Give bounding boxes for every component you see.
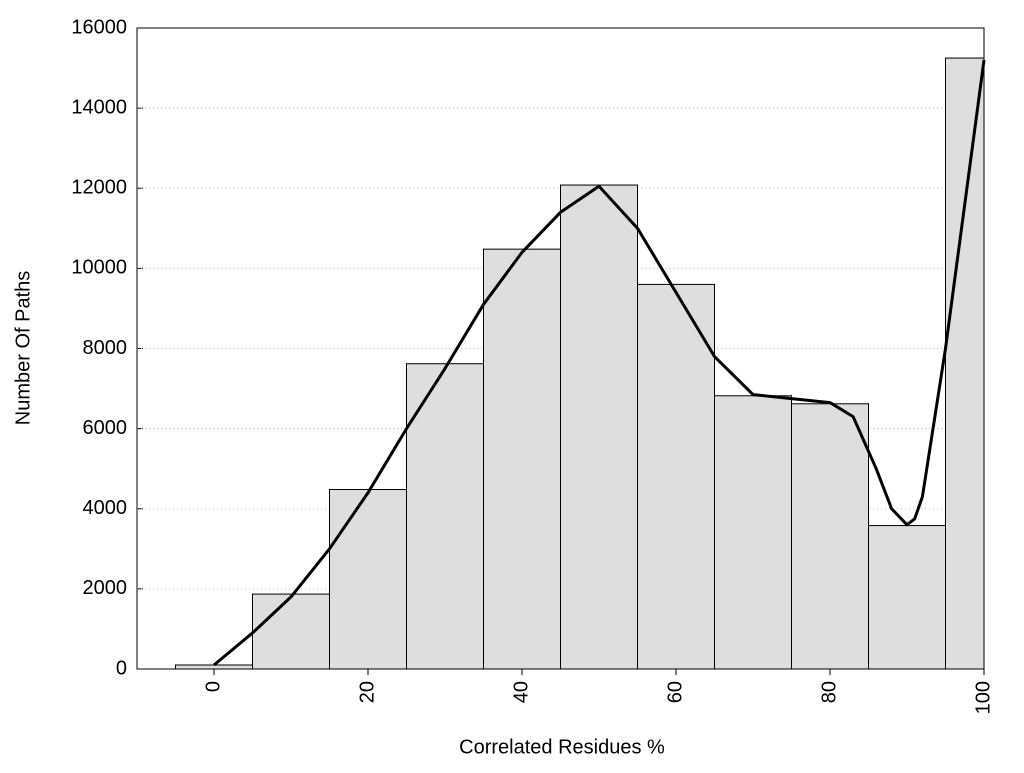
y-tick-label: 2000 <box>83 577 128 599</box>
bar <box>175 664 253 670</box>
x-tick-label: 0 <box>202 681 224 692</box>
bar <box>868 525 946 670</box>
y-tick-label: 16000 <box>71 16 127 38</box>
bar <box>791 403 869 670</box>
y-tick-label: 6000 <box>83 417 128 439</box>
y-tick-label: 10000 <box>71 257 127 279</box>
y-tick-label: 8000 <box>83 337 128 359</box>
x-tick-label: 40 <box>510 681 532 703</box>
plot-frame <box>136 27 985 670</box>
bar <box>637 283 715 670</box>
bar <box>560 184 638 670</box>
y-tick-label: 14000 <box>71 96 127 118</box>
y-tick-label: 12000 <box>71 177 127 199</box>
x-tick-label: 60 <box>664 681 686 703</box>
bar <box>714 395 792 670</box>
x-tick-label: 20 <box>356 681 378 703</box>
x-tick-label: 100 <box>972 681 994 714</box>
bar <box>252 593 330 670</box>
bar <box>945 57 985 670</box>
x-axis-label: Correlated Residues % <box>459 736 665 758</box>
bar <box>329 489 407 670</box>
density-curve <box>213 59 986 667</box>
x-tick-label: 80 <box>818 681 840 703</box>
bar <box>483 248 561 670</box>
y-tick-label: 4000 <box>83 497 128 519</box>
y-tick-label: 0 <box>116 657 127 679</box>
y-axis-label: Number Of Paths <box>12 271 34 426</box>
